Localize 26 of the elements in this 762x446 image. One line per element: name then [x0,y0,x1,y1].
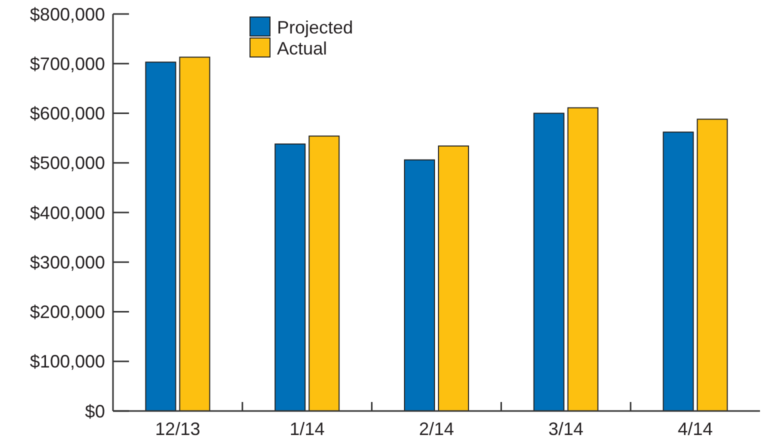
y-tick-label: $500,000 [30,153,105,174]
bar [662,132,694,412]
y-tick-label: $700,000 [30,54,105,74]
y-tick-label: $200,000 [30,302,105,322]
bar [404,159,435,412]
bar [533,112,564,412]
y-tick-label: $400,000 [30,202,105,223]
x-tick-label: 2/14 [418,419,454,439]
y-tick-label: $300,000 [30,252,105,272]
y-tick-label: $800,000 [30,4,105,24]
bar [145,62,176,412]
bar [179,56,210,412]
bar [274,144,306,412]
y-tick-label: $600,000 [30,104,105,124]
y-tick-label: $0 [84,401,105,422]
legend-label: Projected [277,17,354,38]
x-tick-label: 4/14 [678,419,713,439]
x-tick-label: 12/13 [155,419,200,439]
bar [308,136,340,412]
legend-label: Actual [277,38,328,58]
x-tick-label: 1/14 [290,419,325,439]
y-tick-label: $100,000 [30,352,105,372]
bar [696,118,728,412]
bar [567,107,598,412]
bar [438,146,469,412]
x-tick-label: 3/14 [548,419,584,439]
